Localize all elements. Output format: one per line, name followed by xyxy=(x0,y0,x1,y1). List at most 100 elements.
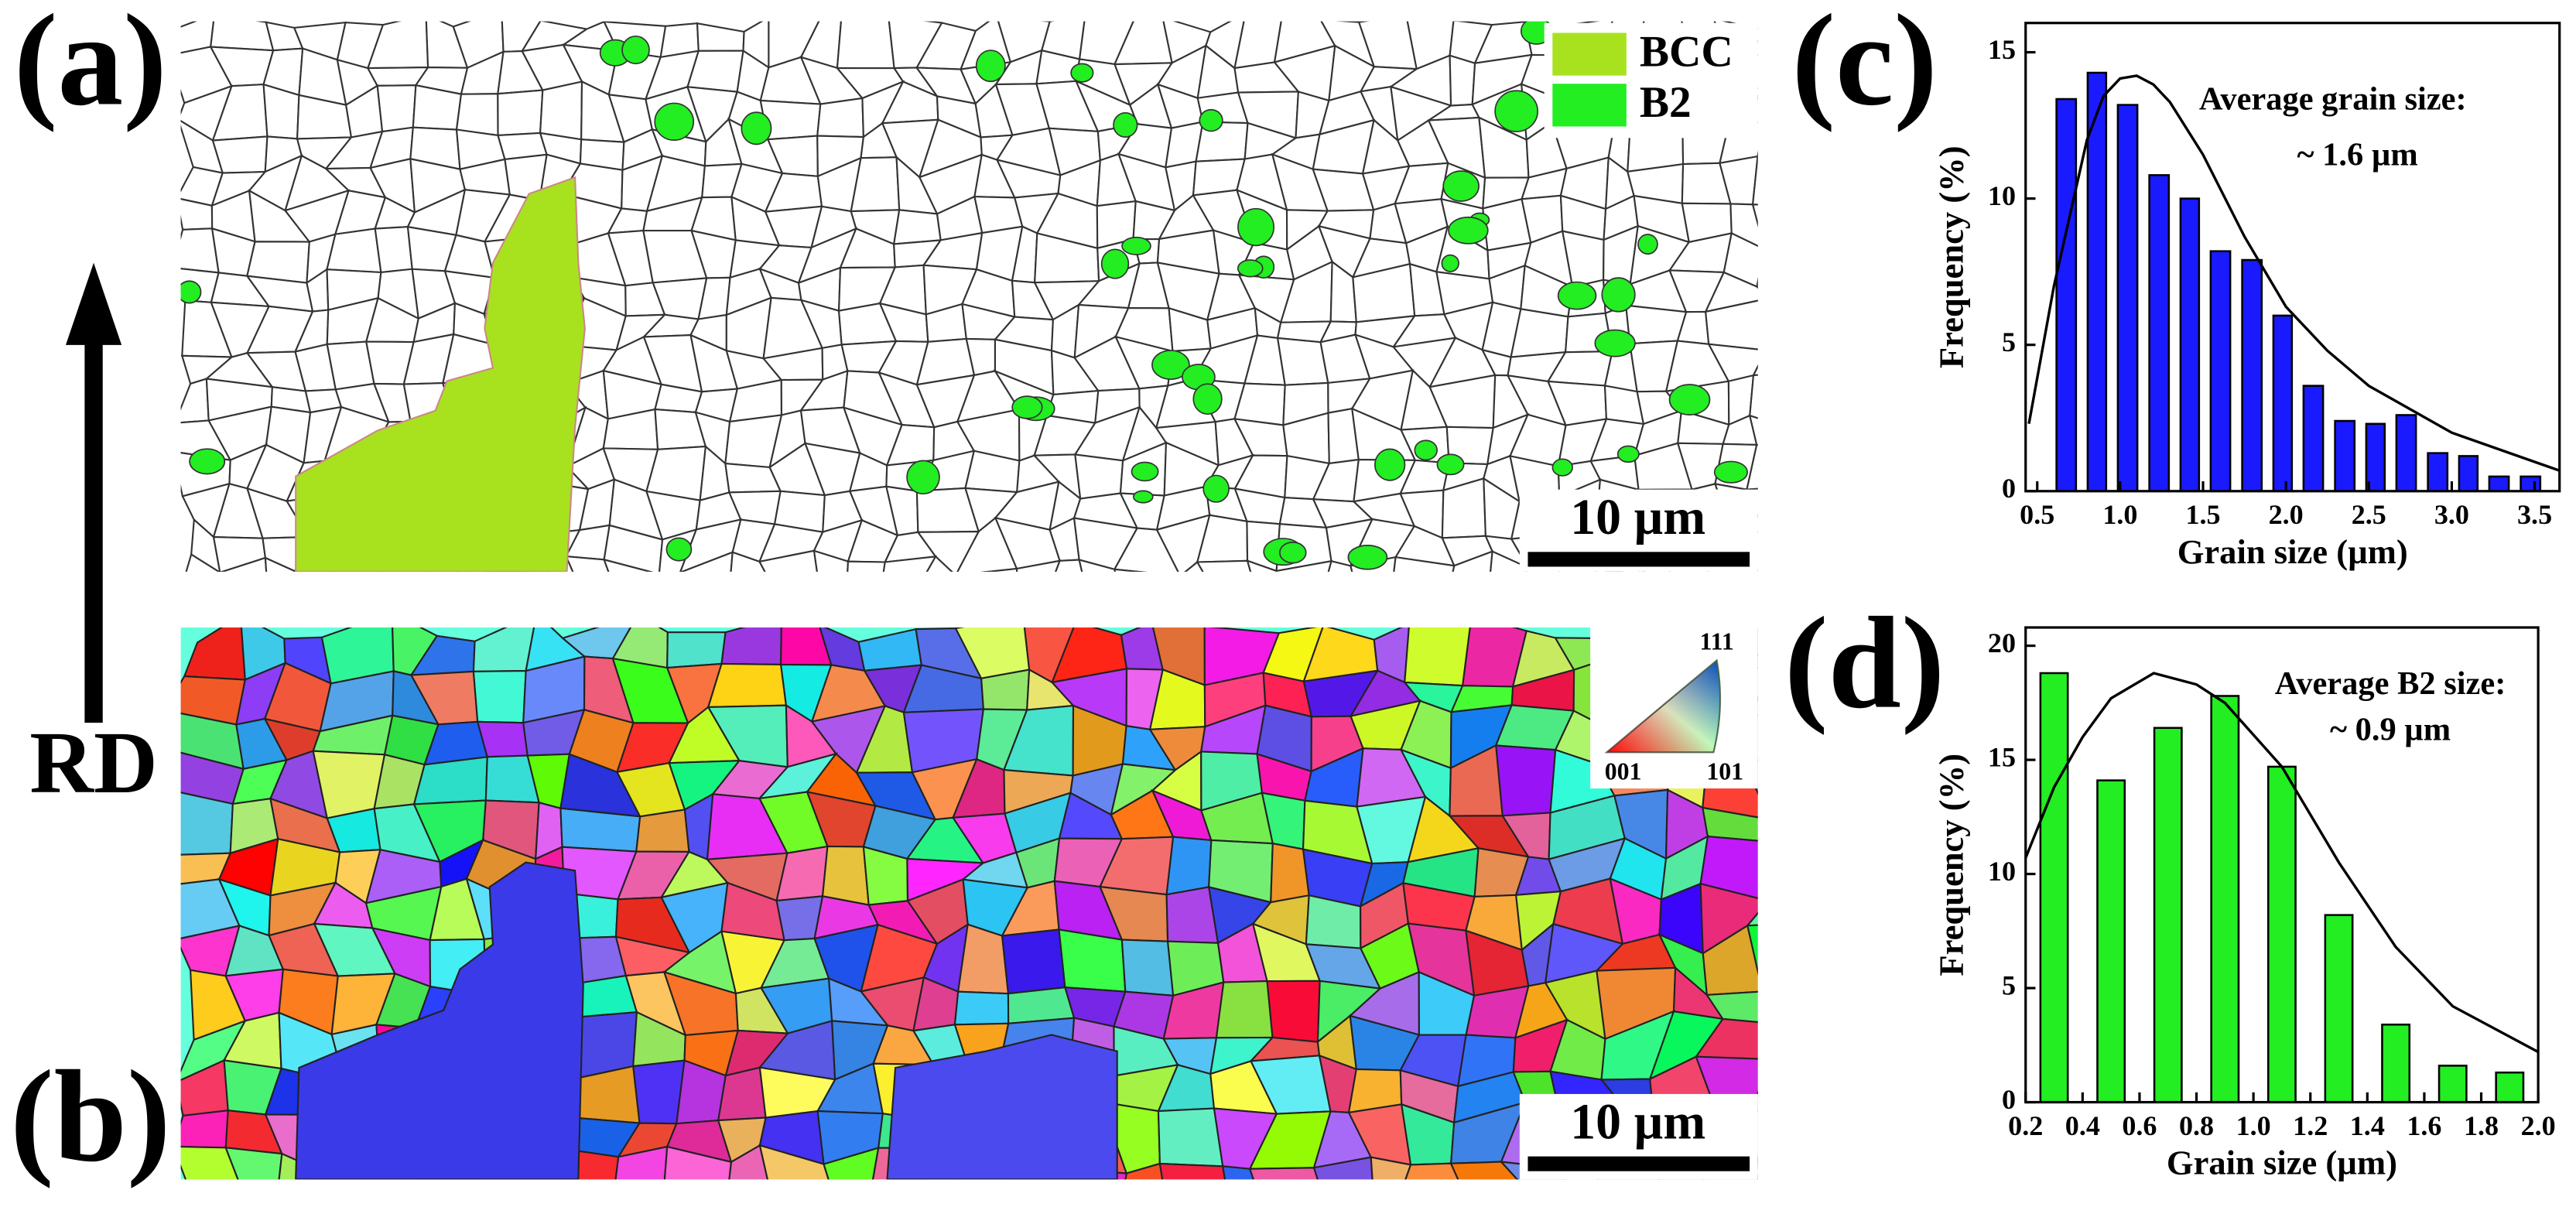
grain xyxy=(767,608,823,630)
x-tick-label: 1.6 xyxy=(2407,1110,2441,1141)
grain xyxy=(539,80,583,141)
grain xyxy=(567,1148,620,1180)
grain xyxy=(758,1144,830,1180)
y-axis-label: Frequency (%) xyxy=(1932,145,1971,368)
y-tick-label: 0 xyxy=(2002,1084,2016,1115)
x-axis-label: Grain size (µm) xyxy=(2167,1144,2397,1182)
bar xyxy=(2241,258,2263,493)
bar xyxy=(2039,672,2069,1103)
b2-grain xyxy=(1668,384,1711,415)
grain xyxy=(1452,550,1493,572)
grain xyxy=(577,1202,613,1207)
b2-grain xyxy=(1121,236,1151,255)
bar xyxy=(2427,452,2449,493)
grain xyxy=(180,1146,239,1180)
b2-grain xyxy=(1237,207,1275,247)
grain xyxy=(1754,87,1758,101)
grain xyxy=(720,627,782,666)
bar xyxy=(2153,727,2183,1103)
grain xyxy=(1312,1156,1374,1180)
grain xyxy=(1748,414,1758,446)
b2-grain xyxy=(1374,448,1406,481)
grain xyxy=(1196,559,1252,572)
grain xyxy=(706,662,788,709)
b2-grain xyxy=(1192,383,1223,415)
b2-grain xyxy=(1237,259,1264,278)
fit-curve xyxy=(2025,672,2539,1054)
grain xyxy=(686,50,744,93)
y-tick-label: 5 xyxy=(2002,969,2016,1000)
grain xyxy=(1760,841,1795,908)
grain xyxy=(1654,1192,1705,1207)
grain xyxy=(1158,1162,1226,1180)
grain xyxy=(1625,304,1688,345)
grain xyxy=(374,226,413,274)
large-grain xyxy=(295,861,584,1180)
grain xyxy=(476,720,529,758)
grain xyxy=(1746,443,1758,491)
grain xyxy=(1757,1202,1808,1207)
grain xyxy=(235,1199,275,1207)
x-axis-label: Grain size (µm) xyxy=(2177,532,2408,571)
x-tick-label: 0.6 xyxy=(2122,1110,2157,1141)
grain xyxy=(1456,1192,1528,1207)
y-axis-label: Frequency (%) xyxy=(1932,754,1971,976)
b2-grain xyxy=(1551,458,1573,477)
x-tick-label: 0.8 xyxy=(2179,1110,2214,1141)
grain xyxy=(211,135,269,174)
x-tick-label: 2.0 xyxy=(2269,499,2304,530)
grain xyxy=(632,1059,686,1125)
grain xyxy=(758,549,818,572)
annotation: ~ 1.6 µm xyxy=(2297,137,2417,173)
b2-grain xyxy=(1616,445,1640,463)
b2-grain xyxy=(1070,63,1094,83)
grain xyxy=(1449,54,1476,107)
grain xyxy=(1751,203,1758,227)
grain xyxy=(224,1147,283,1180)
grain xyxy=(410,1201,481,1207)
grain xyxy=(603,524,664,572)
bar xyxy=(2148,174,2171,493)
grain xyxy=(1705,299,1758,350)
grain xyxy=(1702,924,1758,997)
bar xyxy=(2520,475,2542,493)
b2-grain xyxy=(1199,108,1223,132)
bar xyxy=(2209,250,2232,493)
fit-curve xyxy=(2027,74,2560,472)
scale-bar xyxy=(1527,552,1750,567)
plot-frame xyxy=(2024,22,2561,493)
grain xyxy=(1694,1017,1758,1060)
grain xyxy=(1064,1193,1123,1207)
grain xyxy=(1120,939,1175,997)
legend-swatch xyxy=(1552,32,1627,76)
grain xyxy=(1246,559,1278,572)
y-tick-label: 5 xyxy=(2002,327,2016,357)
b2-grain xyxy=(741,111,772,145)
b2-grain xyxy=(1594,329,1636,357)
grain xyxy=(1113,527,1179,572)
ipf-triangle xyxy=(1604,658,1722,754)
legend-label: BCC xyxy=(1640,27,1733,76)
bar xyxy=(2458,455,2479,493)
grain xyxy=(1015,559,1062,572)
grain xyxy=(1749,374,1758,419)
b2-grain xyxy=(1100,248,1130,279)
grain xyxy=(497,89,544,137)
x-tick-label: 3.0 xyxy=(2434,499,2469,530)
b2-grain xyxy=(1442,170,1480,202)
grain xyxy=(1370,1156,1412,1180)
grain xyxy=(892,209,942,245)
annotation: Average B2 size: xyxy=(2275,665,2506,702)
b2-grain xyxy=(1113,111,1138,138)
phase-map xyxy=(180,21,1758,630)
grain xyxy=(1157,1107,1224,1168)
b2-grain xyxy=(654,102,695,142)
grain xyxy=(882,555,938,572)
b2-grain xyxy=(1133,490,1154,504)
grain xyxy=(679,551,734,572)
grain xyxy=(164,1198,245,1207)
grain xyxy=(821,845,870,906)
grain xyxy=(1757,151,1758,158)
y-tick-label: 10 xyxy=(1988,180,2016,211)
grain xyxy=(524,594,583,628)
